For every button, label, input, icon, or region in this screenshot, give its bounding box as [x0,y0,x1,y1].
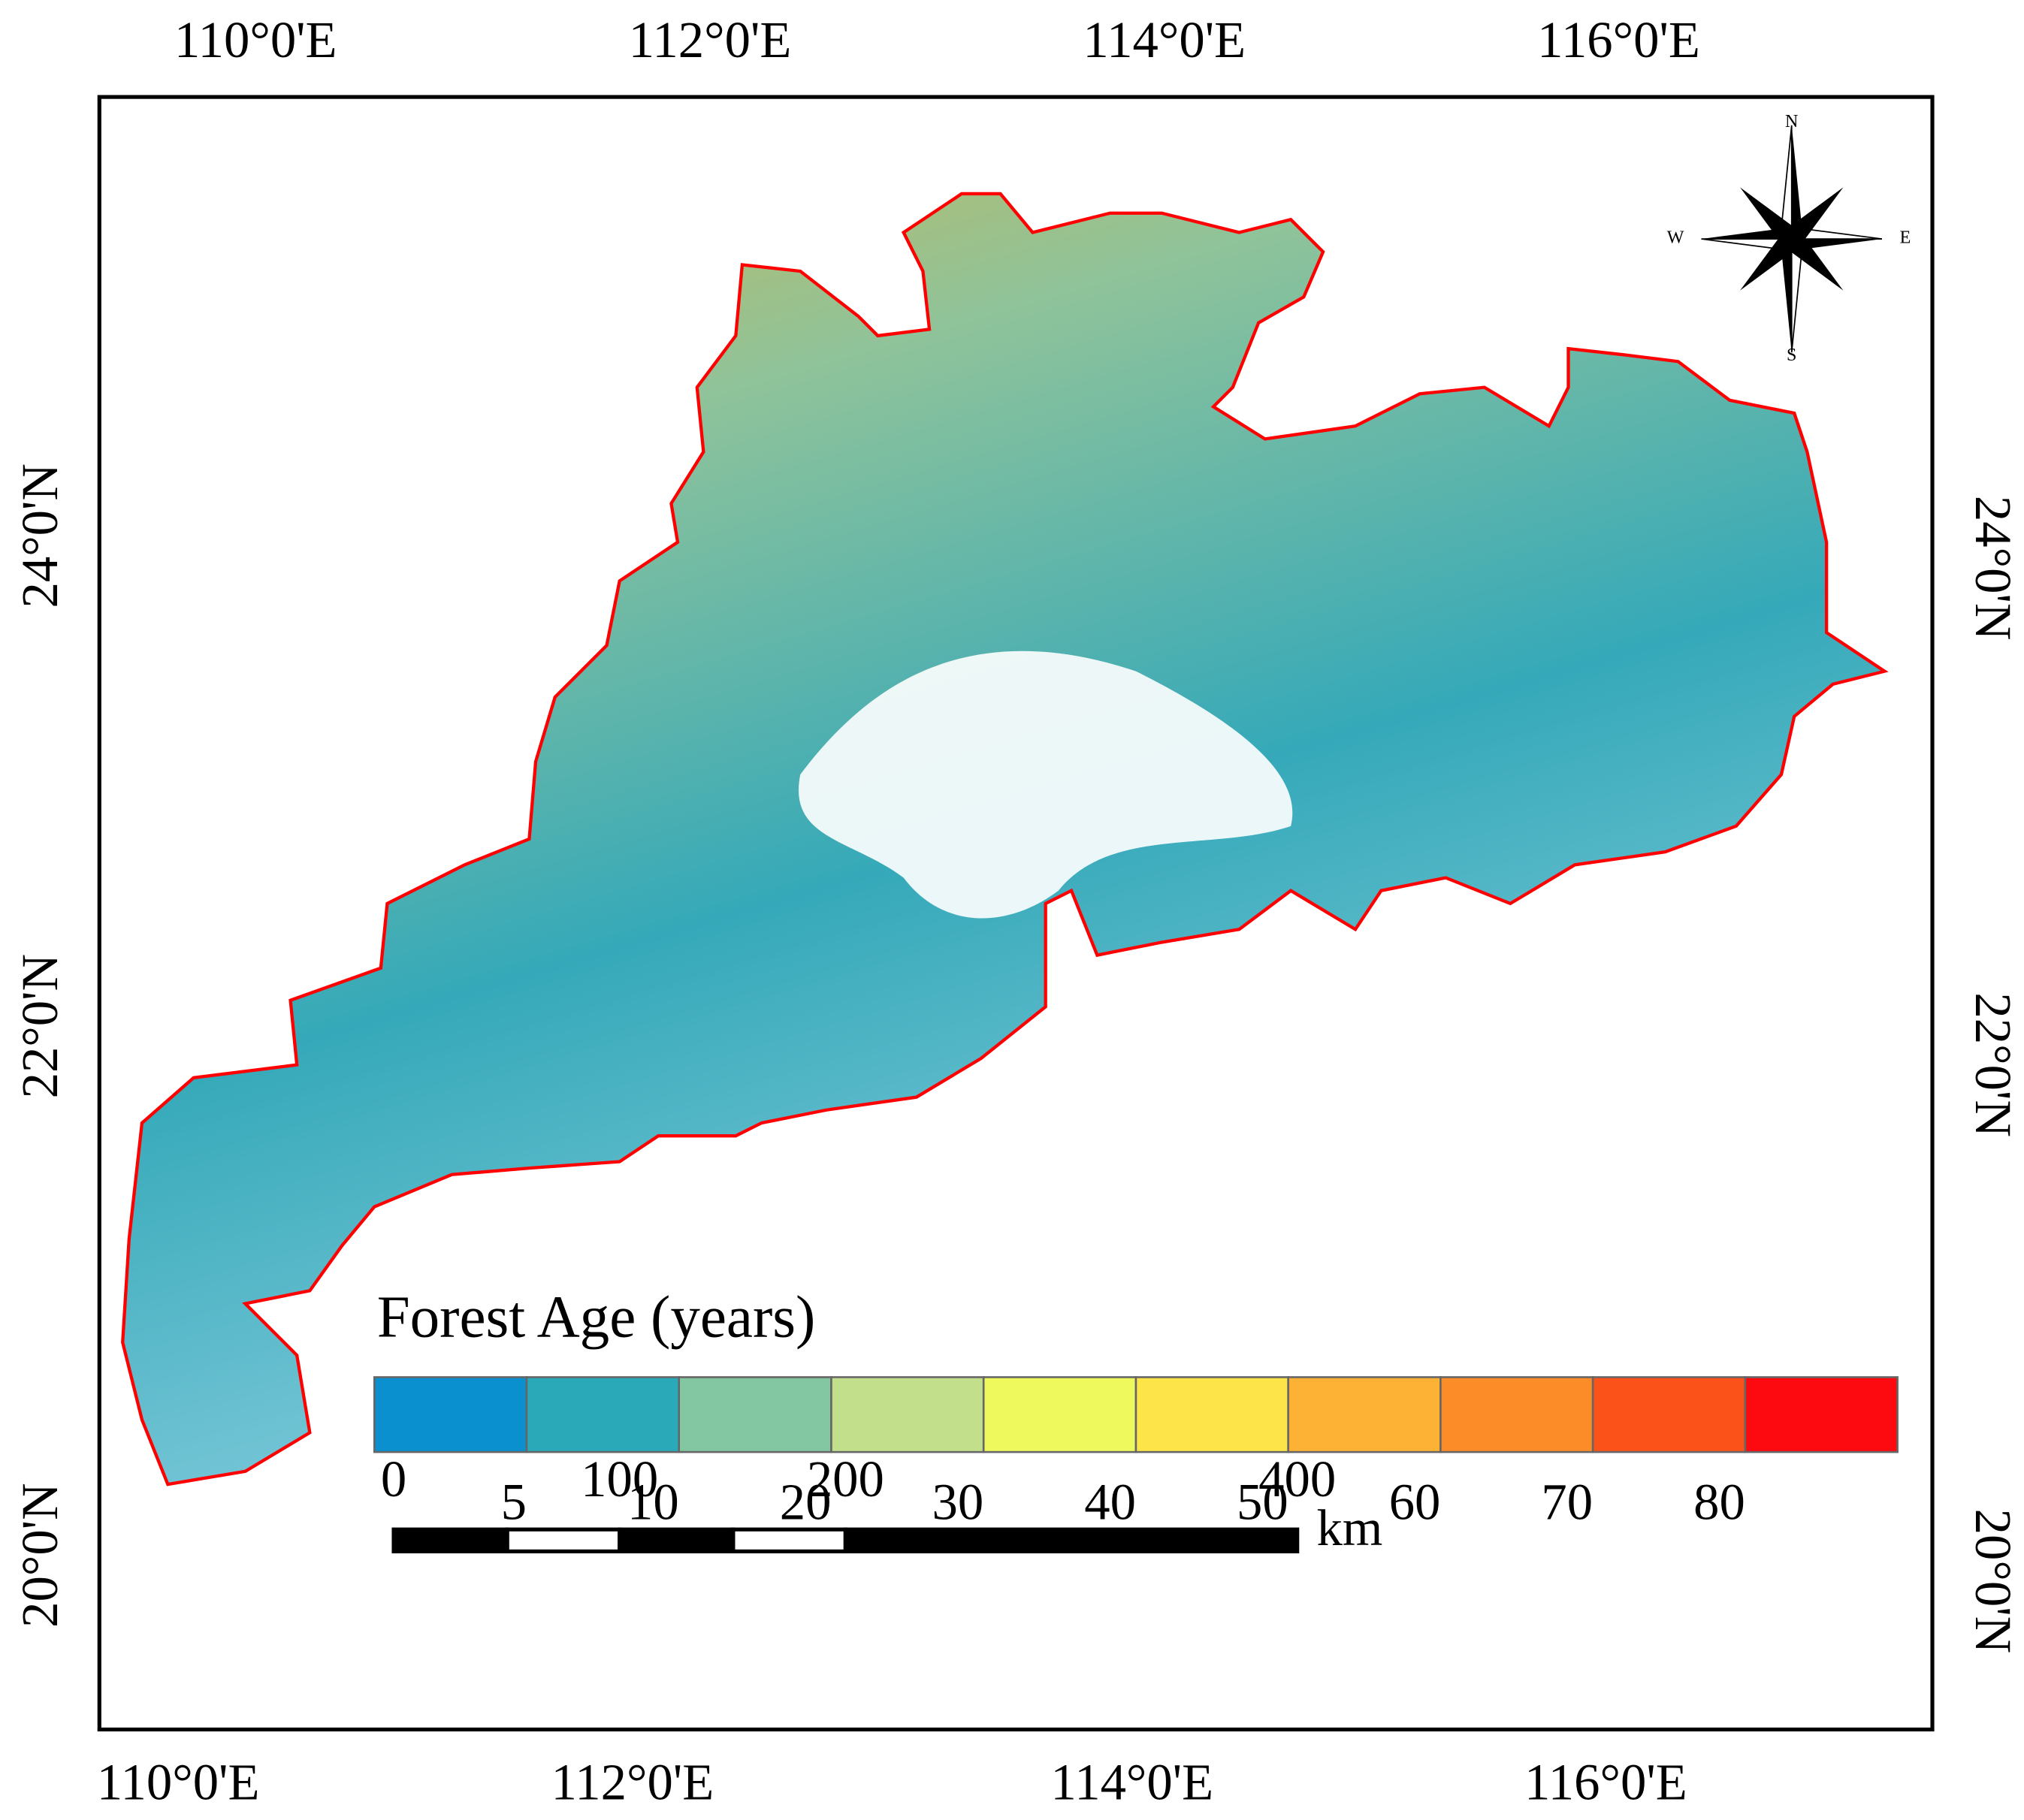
compass-letter: N [1785,112,1798,131]
latitude-label: 24°0'N [11,463,68,608]
scale-bar-unit: km [1316,1499,1382,1556]
latitude-label: 20°0'N [11,1483,68,1628]
scale-bar-label: 100 [581,1450,658,1508]
longitude-label: 112°0'E [551,1754,714,1811]
legend-label: 50 [1237,1474,1288,1531]
longitude-label: 116°0'E [1524,1754,1687,1811]
legend-swatch [1134,1376,1289,1453]
compass-letter: W [1667,228,1684,248]
longitude-label: 114°0'E [1083,11,1246,68]
latitude-label: 22°0'N [1965,992,2022,1137]
longitude-label: 112°0'E [629,11,792,68]
legend-swatch [525,1376,681,1453]
scale-bar-label: 0 [381,1450,406,1508]
longitude-label: 110°0'E [174,11,337,68]
scale-bar-segment [391,1527,509,1553]
legend-swatch [1439,1376,1594,1453]
latitude-label: 20°0'N [1965,1509,2022,1654]
compass-rose [1701,125,1883,353]
scale-bar-label: 200 [807,1450,884,1508]
longitude-label: 114°0'E [1050,1754,1213,1811]
legend-label: 80 [1693,1474,1745,1531]
scale-bar-label: 400 [1258,1450,1336,1508]
scale-bar-segment [843,1527,1300,1553]
legend-label: 10 [627,1474,679,1531]
legend-label: 60 [1389,1474,1441,1531]
legend-swatch [678,1376,832,1453]
longitude-label: 110°0'E [97,1754,260,1811]
legend-swatch [1744,1376,1899,1453]
legend-swatch [1591,1376,1747,1453]
legend-swatch [982,1376,1137,1453]
compass-letter: E [1900,228,1911,248]
scale-bar-segment [618,1527,736,1553]
scale-bar-segment [505,1527,622,1553]
urban-area [799,650,1293,919]
legend-label: 20 [780,1474,832,1531]
latitude-label: 24°0'N [1965,496,2022,641]
legend-label: 70 [1541,1474,1593,1531]
legend-swatch [1287,1376,1442,1453]
legend-label: 5 [501,1474,527,1531]
compass-letter: S [1787,346,1796,365]
legend-swatch [830,1376,985,1453]
scale-bar-segment [731,1527,847,1553]
longitude-label: 116°0'E [1537,11,1700,68]
legend-title: Forest Age (years) [377,1284,816,1350]
legend-label: 30 [932,1474,983,1531]
legend-label: 40 [1084,1474,1136,1531]
legend-swatch [373,1376,528,1453]
latitude-label: 22°0'N [11,954,68,1099]
